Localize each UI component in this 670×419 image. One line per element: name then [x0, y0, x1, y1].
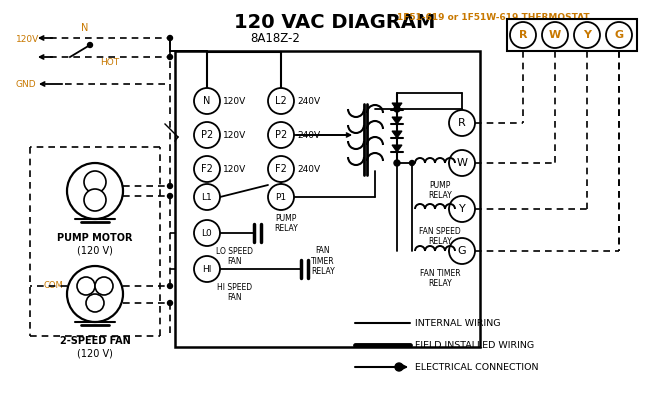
Text: ELECTRICAL CONNECTION: ELECTRICAL CONNECTION — [415, 362, 539, 372]
Text: PUMP
RELAY: PUMP RELAY — [428, 181, 452, 200]
Text: W: W — [456, 158, 468, 168]
Circle shape — [168, 184, 172, 189]
Text: P1: P1 — [275, 192, 287, 202]
Text: F2: F2 — [275, 164, 287, 174]
Circle shape — [268, 88, 294, 114]
Text: 1F51-619 or 1F51W-619 THERMOSTAT: 1F51-619 or 1F51W-619 THERMOSTAT — [397, 13, 590, 22]
Text: N: N — [81, 23, 88, 33]
Circle shape — [510, 22, 536, 48]
Polygon shape — [392, 131, 402, 138]
Circle shape — [394, 160, 400, 166]
Text: 120V: 120V — [223, 96, 247, 106]
Text: L2: L2 — [275, 96, 287, 106]
Circle shape — [84, 189, 106, 211]
Bar — [507, 19, 637, 51]
Circle shape — [194, 220, 220, 246]
Circle shape — [395, 363, 403, 371]
Text: 8A18Z-2: 8A18Z-2 — [250, 32, 300, 45]
Text: FAN SPEED
RELAY: FAN SPEED RELAY — [419, 227, 461, 246]
Text: LO: LO — [82, 283, 90, 289]
Text: F2: F2 — [201, 164, 213, 174]
Text: W: W — [549, 30, 561, 40]
Text: P2: P2 — [201, 130, 213, 140]
Text: P2: P2 — [275, 130, 287, 140]
Text: 240V: 240V — [297, 96, 320, 106]
Text: (120 V): (120 V) — [77, 245, 113, 255]
Circle shape — [194, 122, 220, 148]
Text: N: N — [203, 96, 210, 106]
Text: 2-SPEED FAN: 2-SPEED FAN — [60, 336, 131, 346]
Bar — [175, 51, 480, 347]
Polygon shape — [392, 145, 402, 152]
Text: R: R — [458, 118, 466, 128]
Text: L0: L0 — [202, 228, 212, 238]
Text: G: G — [458, 246, 466, 256]
Circle shape — [409, 160, 415, 166]
Circle shape — [95, 277, 113, 295]
Text: FIELD INSTALLED WIRING: FIELD INSTALLED WIRING — [415, 341, 534, 349]
Text: 120 VAC DIAGRAM: 120 VAC DIAGRAM — [234, 13, 436, 32]
Circle shape — [168, 194, 172, 199]
Circle shape — [268, 122, 294, 148]
Text: 120V: 120V — [16, 34, 40, 44]
Text: Y: Y — [583, 30, 591, 40]
Text: Y: Y — [459, 204, 466, 214]
Circle shape — [606, 22, 632, 48]
Text: L1: L1 — [202, 192, 212, 202]
Circle shape — [168, 300, 172, 305]
Text: HI SPEED
FAN: HI SPEED FAN — [218, 283, 253, 303]
Circle shape — [449, 238, 475, 264]
Polygon shape — [392, 117, 402, 124]
Text: 120V: 120V — [223, 165, 247, 173]
Text: R: R — [519, 30, 527, 40]
Circle shape — [84, 171, 106, 193]
Circle shape — [449, 196, 475, 222]
Circle shape — [67, 266, 123, 322]
Text: PUMP
RELAY: PUMP RELAY — [274, 214, 298, 233]
Text: 240V: 240V — [297, 165, 320, 173]
Circle shape — [574, 22, 600, 48]
Text: (120 V): (120 V) — [77, 348, 113, 358]
Circle shape — [449, 150, 475, 176]
Text: HOT: HOT — [100, 57, 119, 67]
Circle shape — [394, 106, 400, 112]
Circle shape — [542, 22, 568, 48]
Circle shape — [168, 54, 172, 59]
Text: INTERNAL WIRING: INTERNAL WIRING — [415, 318, 500, 328]
Circle shape — [194, 256, 220, 282]
Circle shape — [86, 294, 104, 312]
Circle shape — [77, 277, 95, 295]
Text: FAN
TIMER
RELAY: FAN TIMER RELAY — [311, 246, 335, 276]
Circle shape — [449, 110, 475, 136]
Circle shape — [194, 156, 220, 182]
Text: LO SPEED
FAN: LO SPEED FAN — [216, 247, 253, 266]
Text: PUMP MOTOR: PUMP MOTOR — [57, 233, 133, 243]
Text: G: G — [614, 30, 624, 40]
Circle shape — [268, 156, 294, 182]
Circle shape — [194, 184, 220, 210]
Text: HI: HI — [202, 264, 212, 274]
Circle shape — [268, 184, 294, 210]
Circle shape — [67, 163, 123, 219]
Circle shape — [88, 42, 92, 47]
Text: HI: HI — [100, 283, 108, 289]
Circle shape — [168, 36, 172, 41]
Text: 120V: 120V — [223, 130, 247, 140]
Text: GND: GND — [16, 80, 37, 88]
Text: 240V: 240V — [297, 130, 320, 140]
Circle shape — [168, 284, 172, 289]
Text: COM: COM — [44, 282, 63, 290]
Circle shape — [194, 88, 220, 114]
Polygon shape — [392, 103, 402, 110]
Text: FAN TIMER
RELAY: FAN TIMER RELAY — [419, 269, 460, 288]
